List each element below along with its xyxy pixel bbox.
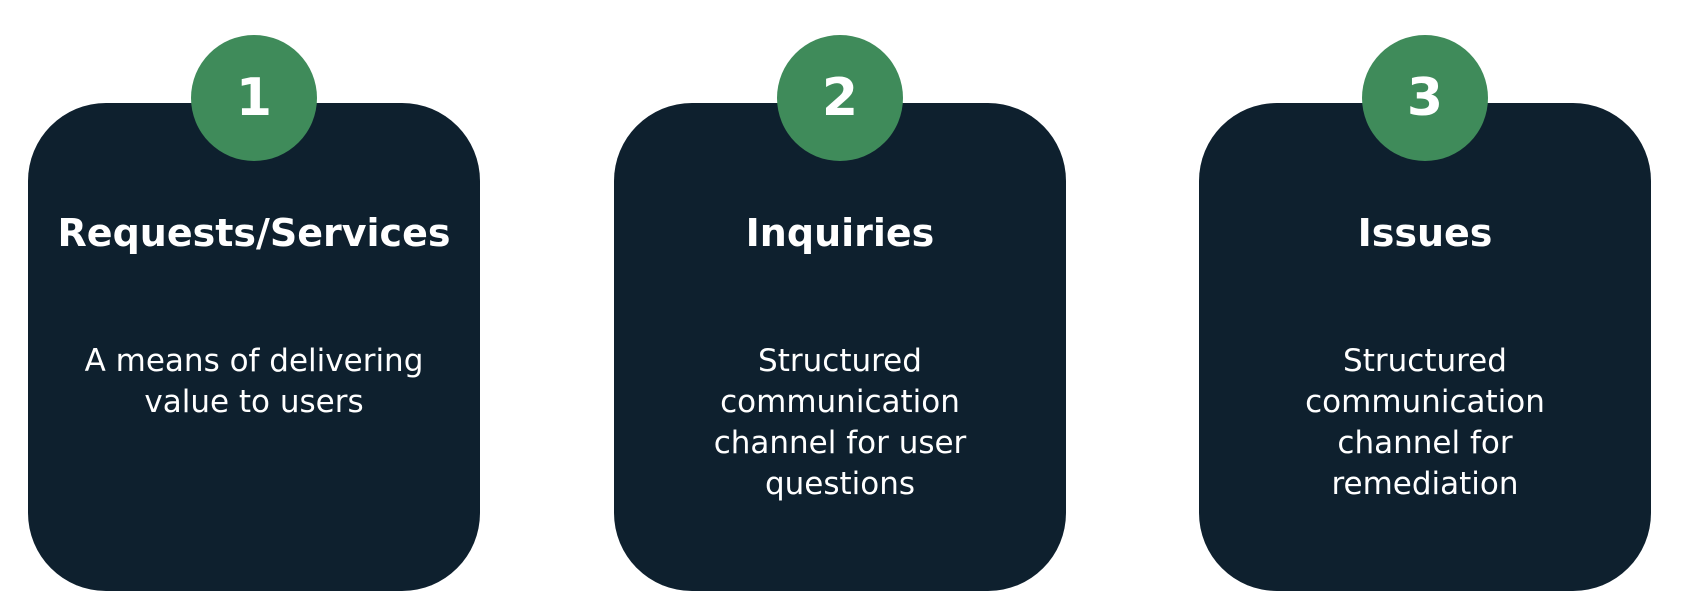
card-requests-services: Requests/Services A means of delivering …: [28, 103, 480, 591]
step-number-badge-3: 3: [1362, 35, 1488, 161]
card-inquiries: Inquiries Structured communication chann…: [614, 103, 1066, 591]
card-description: Structured communication channel for use…: [713, 343, 967, 502]
card-description: A means of delivering value to users: [84, 343, 424, 420]
step-number-badge-1: 1: [191, 35, 317, 161]
card-description: Structured communication channel for rem…: [1305, 343, 1545, 502]
card-title: Issues: [1357, 211, 1493, 255]
card-title: Requests/Services: [57, 211, 451, 255]
card-title: Inquiries: [745, 211, 935, 255]
card-issues: Issues Structured communication channel …: [1199, 103, 1651, 591]
step-number-badge-2: 2: [777, 35, 903, 161]
